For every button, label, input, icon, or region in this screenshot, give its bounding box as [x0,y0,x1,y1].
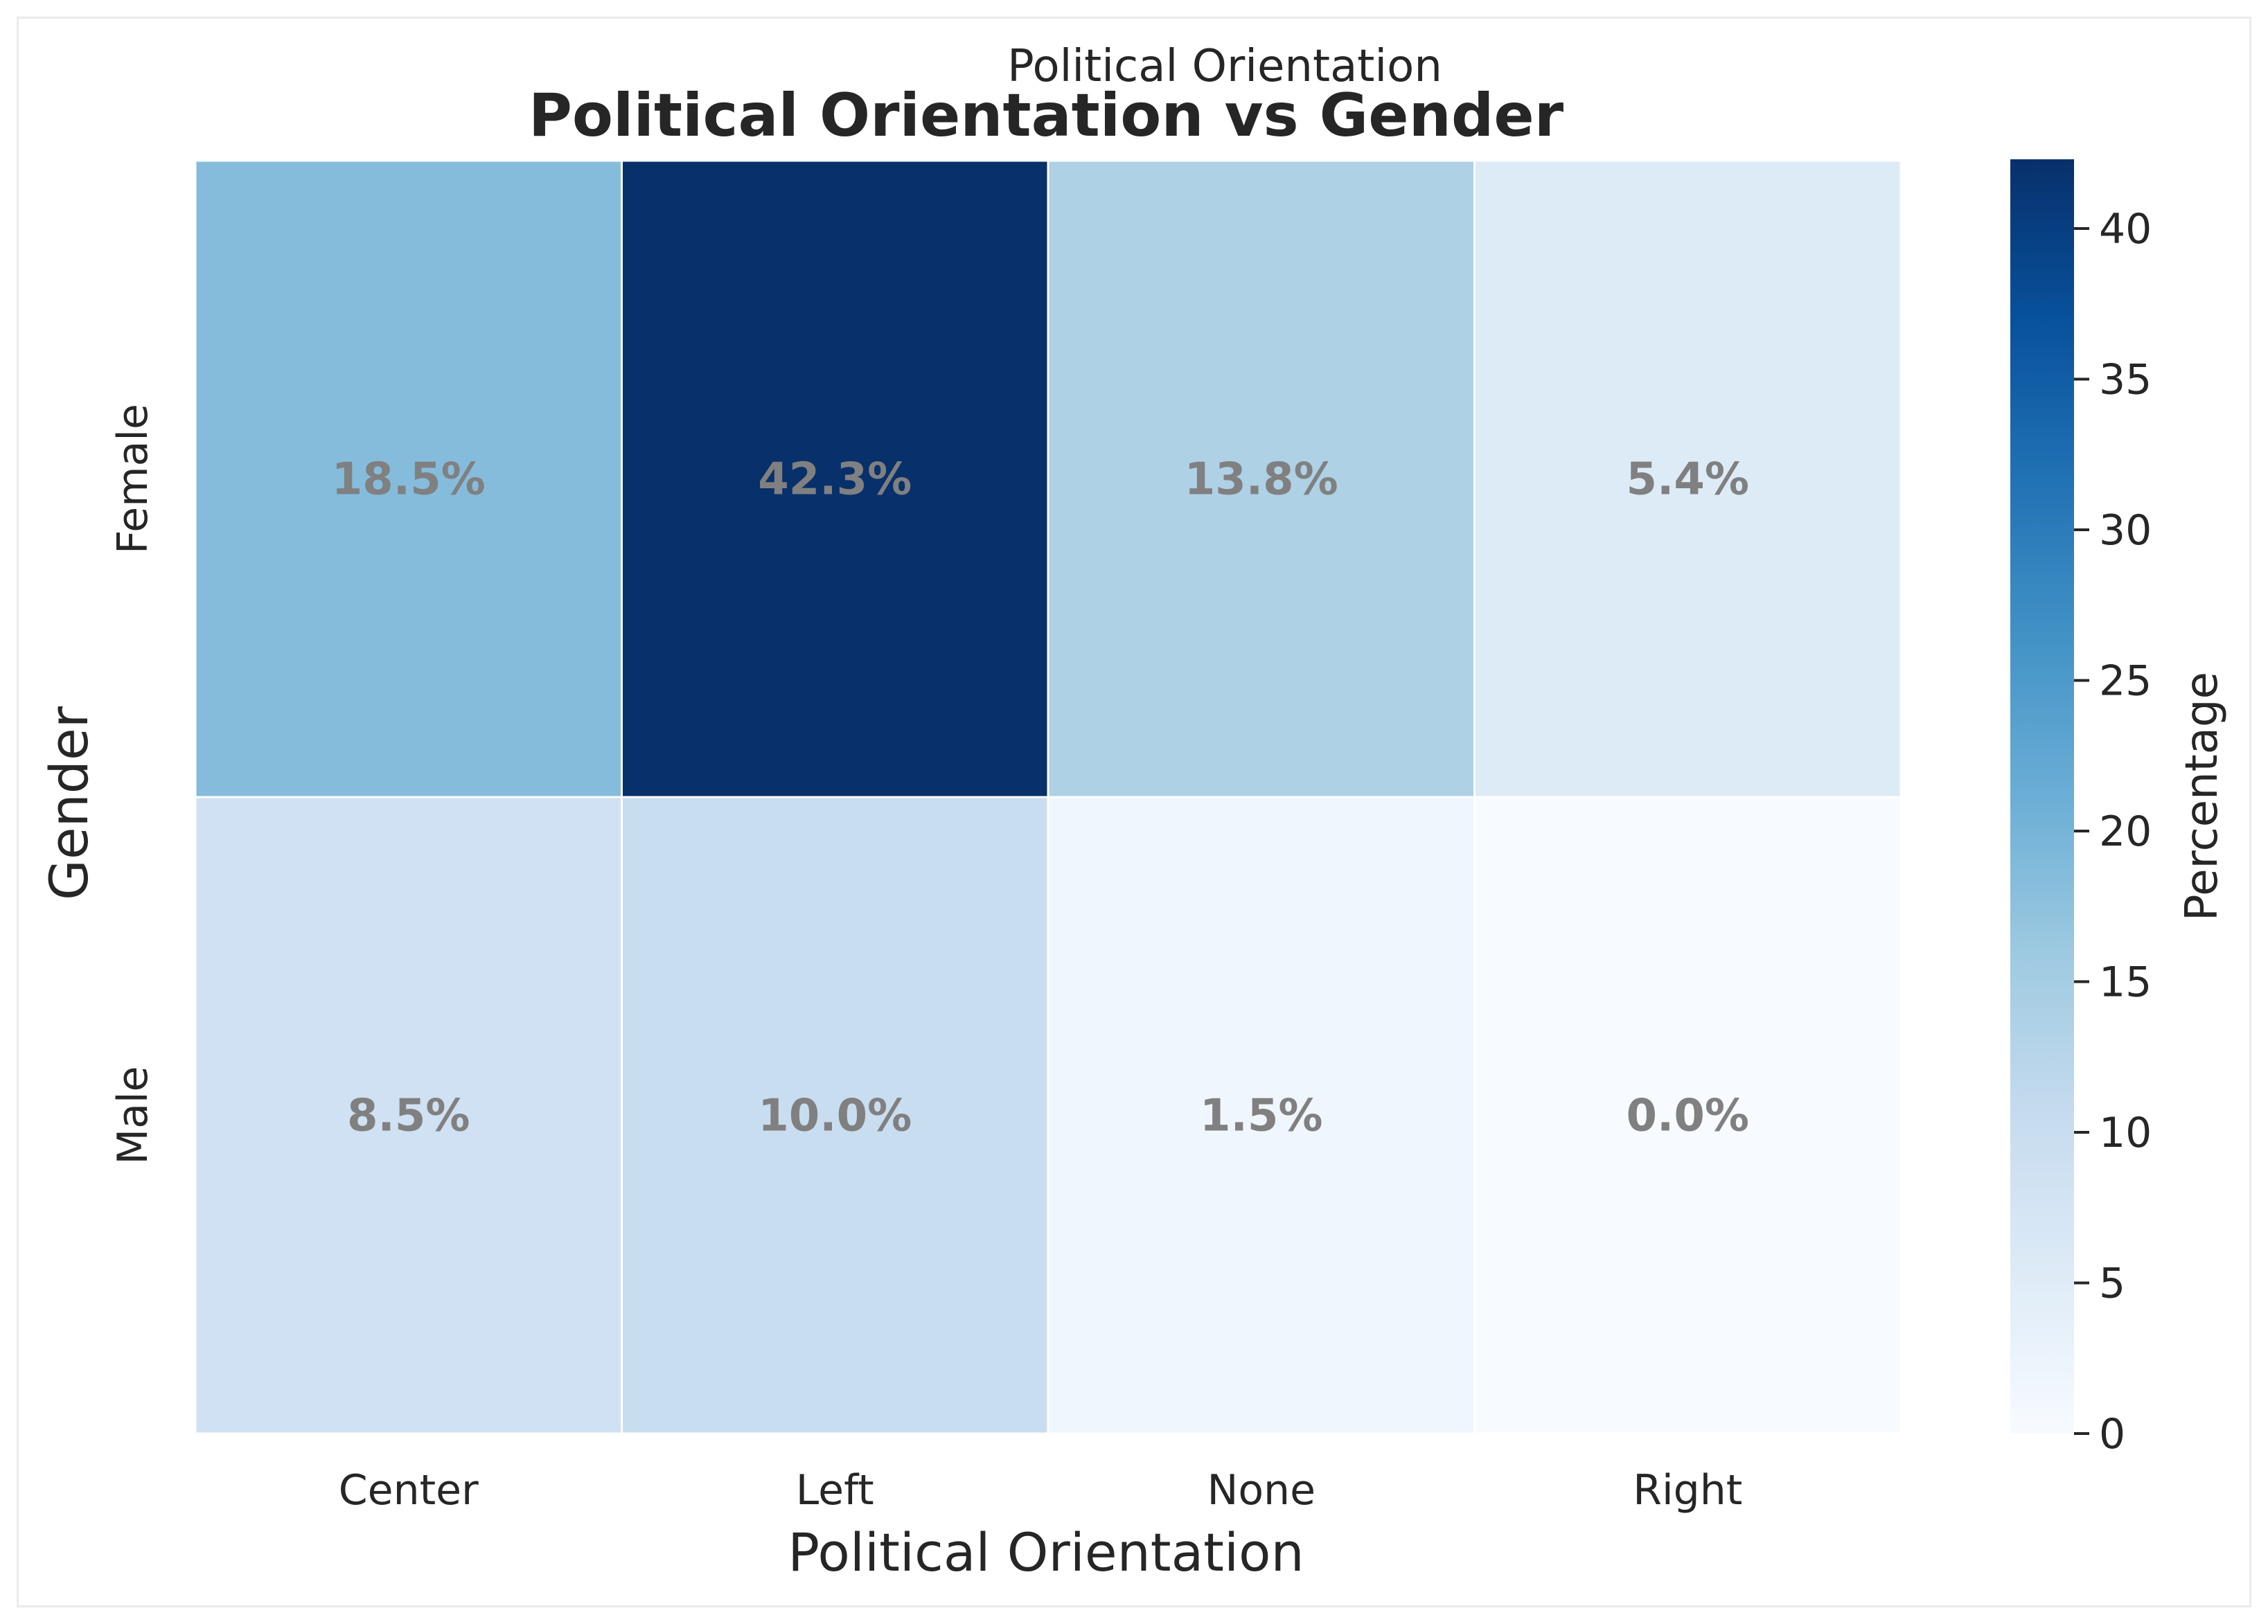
y-axis-label: Gender [38,706,100,900]
colorbar [2010,159,2074,1434]
heatmap-cell-labels: 18.5% 42.3% 13.8% 5.4% 8.5% 10.0% 1.5% 0.0% [332,454,1749,1142]
colorbar-tick-label: 25 [2099,657,2152,706]
colorbar-tick-label: 20 [2099,807,2152,856]
heatmap-cell [1047,796,1476,1435]
cell-value-label: 5.4% [1627,454,1750,506]
heatmap-cell [621,159,1049,798]
y-tick-label: Female [109,404,157,554]
x-tick-label: None [1207,1466,1315,1515]
cell-value-label: 13.8% [1185,454,1338,506]
cell-value-label: 18.5% [332,454,486,506]
cell-value-label: 1.5% [1200,1091,1323,1142]
colorbar-tick-label: 35 [2099,356,2152,404]
cell-value-label: 10.0% [758,1091,912,1142]
colorbar-tick-label: 40 [2099,205,2152,253]
x-tick-label: Left [796,1466,874,1515]
colorbar-tick-label: 0 [2099,1410,2125,1458]
colorbar-ticks: 0 5 10 15 20 25 30 35 40 [2074,205,2152,1458]
cell-value-label: 8.5% [347,1091,470,1142]
heatmap-cell [1047,159,1476,798]
y-axis-ticks: Female Male [109,404,157,1165]
chart-title: Political Orientation vs Gender [529,81,1564,150]
x-axis-label: Political Orientation [788,1522,1304,1583]
x-tick-label: Right [1633,1466,1742,1515]
heatmap-cells [194,159,1902,1435]
cell-value-label: 42.3% [758,454,912,506]
colorbar-tick-label: 30 [2099,506,2152,555]
colorbar-tick-label: 10 [2099,1109,2152,1157]
x-tick-label: Center [339,1466,479,1515]
colorbar-label: Percentage [2177,672,2228,921]
top-axis-label: Political Orientation [1007,41,1442,92]
heatmap-cell [1473,796,1902,1435]
heatmap-cell [194,159,623,798]
cell-value-label: 0.0% [1627,1091,1750,1142]
heatmap-cell [621,796,1049,1435]
x-axis-ticks: Center Left None Right [339,1466,1742,1515]
heatmap-cell [194,796,623,1435]
colorbar-tick-label: 15 [2099,958,2152,1007]
colorbar-tick-label: 5 [2099,1260,2125,1308]
y-tick-label: Male [109,1066,157,1164]
